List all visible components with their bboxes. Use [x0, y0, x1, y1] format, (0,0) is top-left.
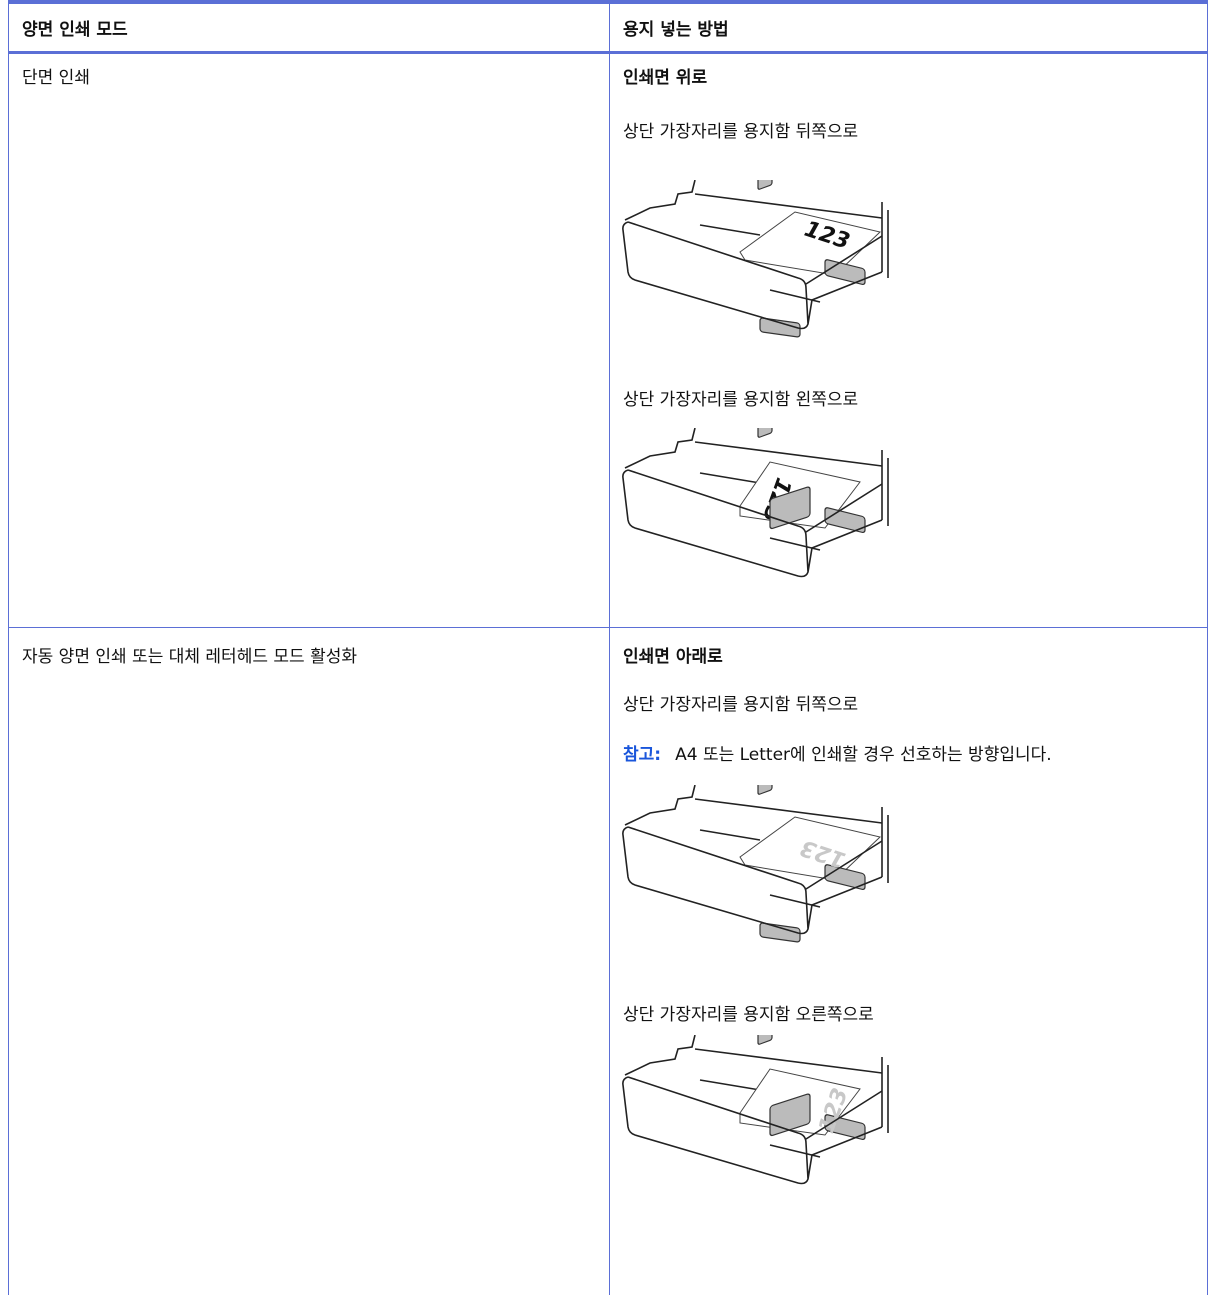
tray-rail [699, 472, 761, 484]
tray-figure: 123 [622, 1035, 889, 1185]
tray-figure: 123 [622, 180, 889, 338]
tray-back [694, 1048, 883, 1074]
tray-back [624, 1035, 696, 1076]
tray-rail [699, 1079, 761, 1091]
instruction: 상단 가장자리를 용지함 오른쪽으로 [623, 1005, 874, 1025]
tray-rail [699, 224, 761, 236]
orientation: 인쇄면 위로 [623, 68, 708, 88]
right-border [1207, 0, 1208, 1295]
mode: 자동 양면 인쇄 또는 대체 레터헤드 모드 활성화 [22, 647, 357, 667]
note-label: 참고: [623, 745, 662, 765]
tray-back [694, 798, 883, 824]
note: 참고: A4 또는 Letter에 인쇄할 경우 선호하는 방향입니다. [623, 744, 1052, 766]
tray-back [694, 193, 883, 219]
header-cell: 양면 인쇄 모드 [22, 20, 128, 40]
tray-rail [699, 829, 761, 841]
tray-back [694, 441, 883, 467]
side-guide [757, 428, 773, 438]
tray-back [624, 785, 696, 826]
tray-front [622, 826, 883, 935]
tray-back [624, 180, 696, 221]
instruction: 상단 가장자리를 용지함 뒤쪽으로 [623, 695, 859, 715]
top-border [8, 0, 1208, 4]
tray-front [622, 221, 883, 330]
note-text: A4 또는 Letter에 인쇄할 경우 선호하는 방향입니다. [675, 745, 1052, 765]
header-cell: 용지 넣는 방법 [623, 20, 729, 40]
instruction: 상단 가장자리를 용지함 뒤쪽으로 [623, 122, 859, 142]
orientation: 인쇄면 아래로 [623, 647, 723, 667]
instruction: 상단 가장자리를 용지함 왼쪽으로 [623, 390, 859, 410]
front-guide [759, 317, 801, 338]
front-guide [759, 922, 801, 943]
row-border [8, 627, 1208, 628]
left-border [8, 0, 9, 1295]
tray-figure: 123 [622, 785, 889, 943]
side-guide [757, 785, 773, 795]
side-guide [757, 1035, 773, 1045]
column-border [609, 0, 610, 1295]
tray-front [622, 469, 883, 578]
header-border [8, 51, 1208, 54]
tray-back [624, 428, 696, 469]
tray-figure: 123 [622, 428, 889, 578]
side-guide [757, 180, 773, 190]
tray-front [622, 1076, 883, 1185]
mode: 단면 인쇄 [22, 68, 90, 88]
